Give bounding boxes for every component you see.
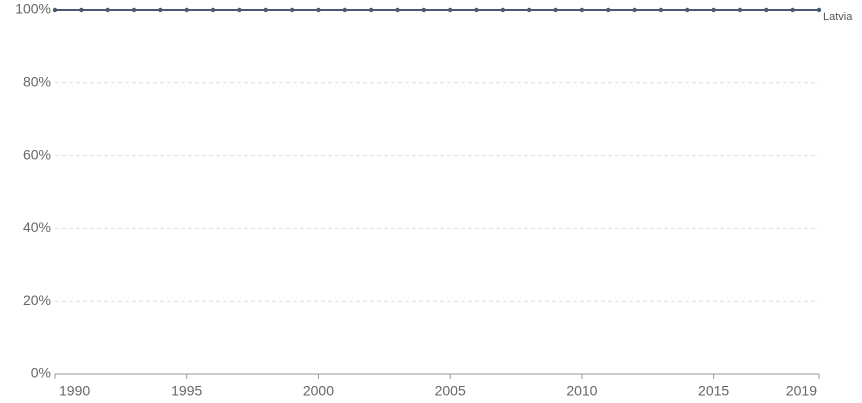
point — [790, 7, 795, 13]
point — [447, 7, 453, 13]
x-tick-label: 2000 — [303, 383, 334, 399]
point — [184, 7, 189, 13]
point — [632, 7, 637, 13]
point — [816, 7, 822, 13]
y-tick-label: 80% — [23, 74, 51, 90]
point — [79, 7, 84, 13]
point — [289, 7, 295, 13]
y-tick-label: 20% — [23, 292, 51, 308]
point — [316, 7, 321, 13]
y-tick-label: 60% — [23, 146, 51, 162]
point — [553, 7, 558, 13]
point — [210, 7, 216, 13]
x-tick-label: 1995 — [171, 383, 202, 399]
point — [131, 7, 137, 13]
x-tick-label: 2010 — [566, 383, 597, 399]
point — [685, 7, 690, 13]
point — [737, 7, 743, 13]
point — [105, 7, 110, 13]
point — [658, 7, 664, 13]
point — [606, 7, 611, 13]
point — [500, 7, 506, 13]
y-tick-label: 100% — [15, 1, 51, 17]
point — [764, 7, 769, 13]
point — [579, 7, 585, 13]
x-tick-label: 2015 — [698, 383, 729, 399]
y-tick-label: 0% — [31, 365, 51, 381]
point — [237, 7, 242, 13]
point — [158, 7, 163, 13]
y-tick-label: 40% — [23, 219, 51, 235]
x-tick-label: 1990 — [59, 383, 90, 399]
point — [263, 7, 268, 13]
series-label: Latvia — [823, 11, 853, 23]
point — [342, 7, 347, 13]
point — [395, 7, 400, 13]
point — [368, 7, 374, 13]
point — [421, 7, 427, 13]
point — [52, 7, 58, 13]
point — [527, 7, 532, 13]
x-tick-label: 2019 — [786, 383, 817, 399]
point — [711, 7, 716, 13]
x-tick-label: 2005 — [435, 383, 466, 399]
point — [474, 7, 479, 13]
